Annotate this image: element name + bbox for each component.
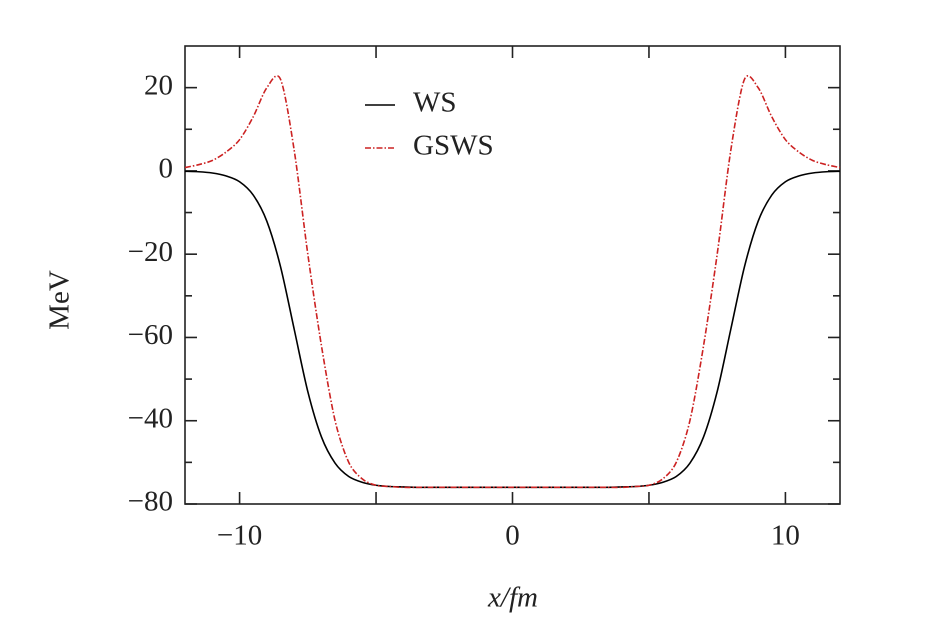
y-tick-label: −80 — [128, 486, 173, 518]
legend-label: GSWS — [413, 130, 494, 162]
y-tick-label: 0 — [159, 153, 174, 185]
legend-label: WS — [413, 87, 457, 119]
y-tick-label: −60 — [128, 319, 173, 351]
y-axis-label: MeV — [44, 270, 76, 330]
x-tick-label: 10 — [771, 520, 800, 552]
y-tick-label: −40 — [128, 402, 173, 434]
y-tick-label: 20 — [144, 69, 173, 101]
x-tick-label: −10 — [217, 520, 262, 552]
data-line — [184, 75, 841, 489]
data-line — [184, 170, 841, 489]
x-axis-label: x/fm — [487, 582, 538, 614]
x-tick-label: 0 — [505, 520, 520, 552]
y-tick-label: −20 — [128, 236, 173, 268]
